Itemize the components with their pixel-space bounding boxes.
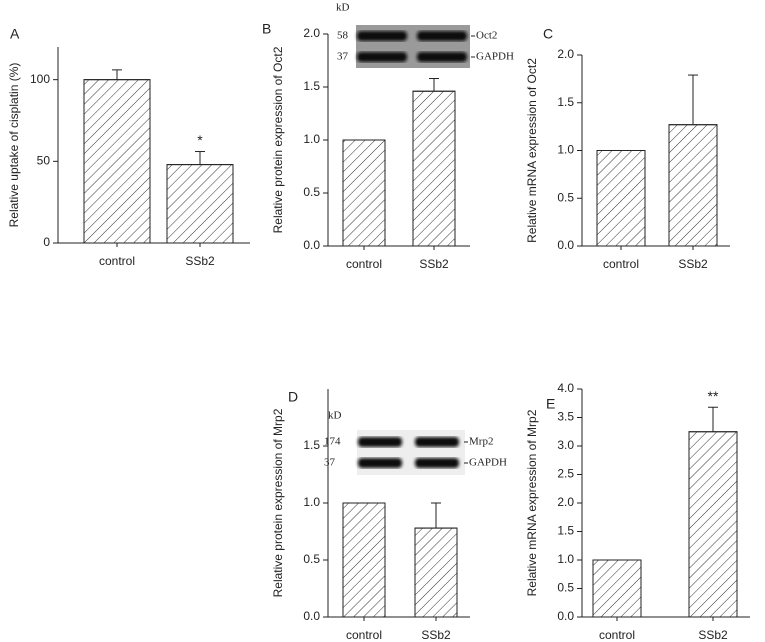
error-bar [429, 78, 439, 92]
bar-hatch [688, 431, 738, 618]
error-bar [431, 502, 441, 529]
y-tick-label: 4.0 [557, 381, 574, 395]
band-name: Oct2 [476, 30, 497, 42]
y-axis-label: Relative protein expression of Mrp2 [271, 408, 285, 597]
bar-hatch [414, 527, 458, 618]
y-tick-label: 0.0 [303, 609, 320, 623]
x-tick-label: SSb2 [421, 628, 451, 642]
y-tick-label: 1.5 [557, 95, 574, 109]
y-tick-label: 1.5 [303, 438, 320, 452]
bar-hatch [412, 90, 456, 247]
y-tick-label: 1.0 [557, 552, 574, 566]
y-tick-label: 1.0 [303, 132, 320, 146]
annotation: ** [708, 388, 719, 404]
panel-label: A [10, 26, 20, 42]
x-tick-label: control [346, 628, 382, 642]
error-bar [688, 74, 698, 125]
y-tick-label: 1.0 [303, 495, 320, 509]
x-tick-label: SSb2 [185, 254, 215, 268]
bar-hatch [342, 502, 386, 618]
blot-background [357, 430, 465, 475]
band-name: GAPDH [469, 457, 507, 469]
bar-hatch [166, 164, 234, 244]
y-tick-label: 0.5 [303, 552, 320, 566]
blot-band [415, 437, 459, 447]
error-bar [112, 69, 122, 80]
y-tick-label: 3.0 [557, 438, 574, 452]
y-tick-label: 2.0 [303, 26, 320, 40]
x-tick-label: SSb2 [678, 257, 708, 271]
y-tick-label: 1.5 [557, 524, 574, 538]
band-mw: 37 [337, 51, 349, 63]
blot-band [417, 31, 467, 41]
band-mw: 37 [324, 457, 336, 469]
y-tick-label: 0.5 [303, 185, 320, 199]
annotation: * [197, 132, 203, 148]
blot-unit: kD [328, 410, 342, 422]
y-tick-label: 0.5 [557, 581, 574, 595]
y-tick-label: 1.0 [557, 143, 574, 157]
y-tick-label: 2.0 [557, 47, 574, 61]
panel-label: C [543, 26, 553, 42]
y-axis-label: Relative uptake of cisplatin (%) [7, 63, 21, 228]
y-axis-label: Relative mRNA expression of Oct2 [525, 58, 539, 243]
blot-band [358, 458, 402, 468]
band-name: Mrp2 [469, 436, 493, 448]
band-name: GAPDH [476, 51, 514, 63]
bar-hatch [596, 150, 646, 247]
panel-label: B [262, 21, 271, 37]
error-bar [708, 406, 718, 432]
bar-hatch [83, 79, 151, 244]
band-mw: 174 [324, 436, 341, 448]
blot-band [357, 52, 407, 62]
x-tick-label: control [603, 257, 639, 271]
error-bar [195, 151, 205, 165]
y-tick-label: 2.0 [557, 495, 574, 509]
x-tick-label: control [99, 254, 135, 268]
y-tick-label: 50 [37, 154, 51, 168]
bar-hatch [668, 124, 718, 247]
y-tick-label: 1.5 [303, 79, 320, 93]
y-tick-label: 100 [30, 72, 50, 86]
blot-band [417, 52, 467, 62]
panel-label: D [288, 389, 298, 405]
y-tick-label: 0.0 [557, 238, 574, 252]
blot-band [357, 31, 407, 41]
y-tick-label: 0.0 [557, 609, 574, 623]
y-tick-label: 0.0 [303, 238, 320, 252]
x-tick-label: control [346, 257, 382, 271]
y-tick-label: 0.5 [557, 190, 574, 204]
blot-band [415, 458, 459, 468]
y-tick-label: 2.5 [557, 467, 574, 481]
panel-label: E [546, 396, 555, 412]
x-tick-label: SSb2 [698, 628, 728, 642]
y-axis-label: Relative mRNA expression of Mrp2 [525, 409, 539, 596]
x-tick-label: control [599, 628, 635, 642]
x-tick-label: SSb2 [419, 257, 449, 271]
y-axis-label: Relative protein expression of Oct2 [271, 46, 285, 233]
band-mw: 58 [337, 30, 349, 42]
y-tick-label: 3.5 [557, 410, 574, 424]
y-tick-label: 0 [43, 235, 50, 249]
blot-band [358, 437, 402, 447]
blot-unit: kD [336, 2, 350, 14]
bar-hatch [592, 559, 642, 618]
bar-hatch [342, 139, 386, 247]
